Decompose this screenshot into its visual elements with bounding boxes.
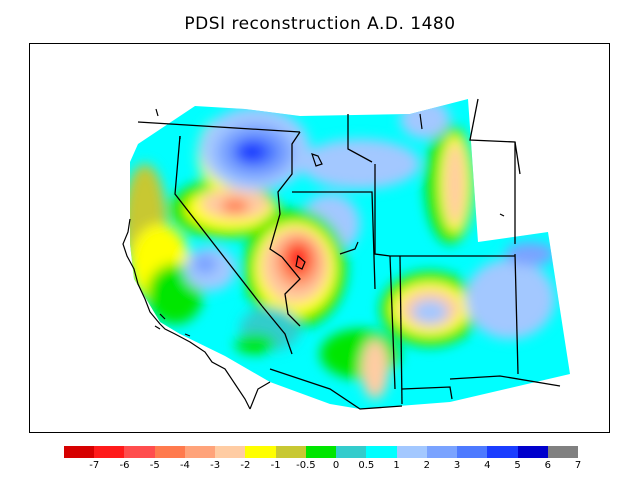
legend-swatch <box>487 446 519 458</box>
state-boundaries <box>137 98 561 410</box>
legend-swatch <box>366 446 398 458</box>
legend-tick-label: -0.5 <box>296 460 316 471</box>
legend-swatch <box>64 446 95 458</box>
legend-tick-label: 0 <box>332 460 340 471</box>
legend-swatch <box>124 446 156 458</box>
legend-swatch <box>396 446 428 458</box>
map-title: PDSI reconstruction A.D. 1480 <box>184 14 456 34</box>
legend-tick-label: -7 <box>89 460 100 471</box>
pdsi-map <box>122 98 570 410</box>
legend-swatch <box>215 446 246 458</box>
legend-tick-label: 7 <box>574 460 582 471</box>
legend-tick-label: 6 <box>544 460 551 471</box>
legend-tick-label: 3 <box>453 460 461 471</box>
legend-swatch <box>547 446 579 458</box>
legend-swatch <box>305 446 337 458</box>
legend-tick-label: -2 <box>240 460 251 471</box>
legend-swatch <box>184 446 216 458</box>
legend-swatch <box>336 446 367 458</box>
legend-tick-label: -4 <box>179 460 190 471</box>
coastline <box>122 218 271 410</box>
legend-tick-label: -6 <box>119 460 130 471</box>
legend-tick-label: -3 <box>210 460 221 471</box>
legend-swatch <box>94 446 125 458</box>
legend-tick-label: 4 <box>484 460 491 471</box>
legend-swatch <box>426 446 458 458</box>
legend-swatch <box>275 446 307 458</box>
color-legend <box>64 446 579 458</box>
legend-tick-label: -5 <box>149 460 160 471</box>
legend-tick-label: 1 <box>393 460 400 471</box>
map-frame <box>29 43 610 433</box>
legend-tick-label: 0.5 <box>358 460 375 471</box>
legend-swatch <box>154 446 186 458</box>
legend-swatch <box>517 446 549 458</box>
legend-tick-label: 2 <box>423 460 430 471</box>
legend-tick-label: -1 <box>270 460 281 471</box>
legend-swatch <box>245 446 277 458</box>
lakes <box>154 108 505 337</box>
legend-swatch <box>457 446 488 458</box>
legend-tick-label: 5 <box>514 460 521 471</box>
